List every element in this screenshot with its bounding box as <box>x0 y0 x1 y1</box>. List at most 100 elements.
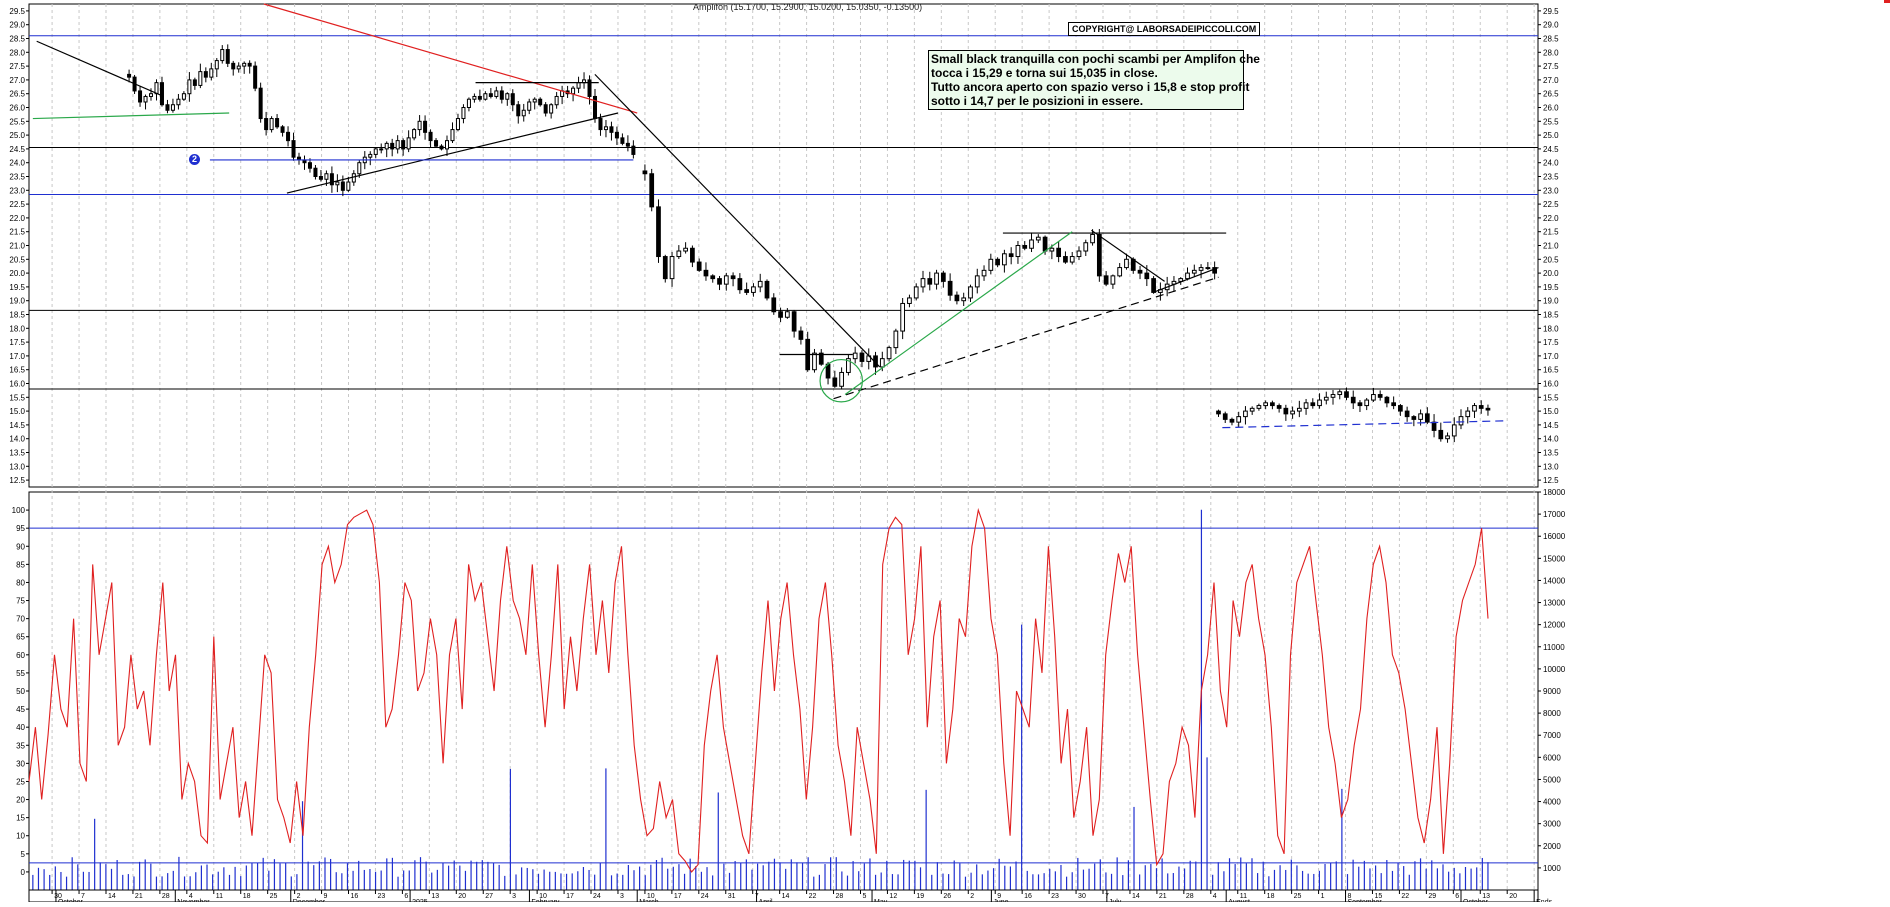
candle-body <box>340 181 345 191</box>
y-tick-label: 25.5 <box>1543 117 1559 126</box>
x-tick-label: 1 <box>1321 893 1325 900</box>
x-tick-label: 27 <box>485 893 493 900</box>
candle-body <box>165 104 170 111</box>
osc-tick-label: 75 <box>16 597 25 606</box>
candle-body <box>368 153 373 158</box>
y-tick-label: 19.5 <box>9 283 25 292</box>
candle-body <box>1069 256 1075 263</box>
x-tick-label: 18 <box>1267 893 1275 900</box>
x-tick-label: 16 <box>351 893 359 900</box>
osc-tick-label: 5 <box>21 850 26 859</box>
candle-body <box>846 358 851 373</box>
candle-body <box>417 120 422 131</box>
y-tick-label: 13.5 <box>9 449 25 458</box>
osc-tick-label: 0 <box>21 868 26 877</box>
candle-body <box>318 176 323 180</box>
candle-body <box>181 93 186 100</box>
x-tick-label: 8 <box>1348 893 1352 900</box>
candle-body <box>505 93 510 100</box>
candle-body <box>934 272 939 285</box>
x-tick-label: 5 <box>862 893 866 900</box>
y-tick-label: 23.0 <box>1543 186 1559 195</box>
candle-body <box>214 60 219 70</box>
candle-body <box>499 90 504 100</box>
candle-body <box>538 98 543 106</box>
candle-body <box>1377 394 1383 398</box>
x-tick-label: 13 <box>431 893 439 900</box>
candle-body <box>1465 410 1471 418</box>
x-tick-label: 21 <box>1159 893 1167 900</box>
y-tick-label: 14.0 <box>1543 435 1559 444</box>
candle-body <box>258 87 263 120</box>
candle-body <box>313 167 318 178</box>
candle-body <box>472 95 477 100</box>
candle-body <box>1236 416 1242 423</box>
osc-tick-label: 50 <box>16 687 25 696</box>
candle-body <box>1317 399 1322 407</box>
candle-body <box>1472 405 1477 412</box>
candle-body <box>940 272 946 282</box>
candle-body <box>744 289 750 293</box>
candle-body <box>784 311 790 318</box>
y-tick-label: 25.5 <box>9 117 25 126</box>
candle-body <box>1110 275 1116 285</box>
y-tick-label: 27.0 <box>9 76 25 85</box>
candle-body <box>127 73 132 78</box>
candle-body <box>1364 399 1370 407</box>
candle-body <box>1042 236 1048 252</box>
x-tick-label: 6 <box>1455 893 1459 900</box>
osc-tick-label: 85 <box>16 560 25 569</box>
candle-body <box>527 101 532 111</box>
y-tick-label: 21.0 <box>1543 242 1559 251</box>
candle-body <box>893 330 899 349</box>
candle-body <box>737 278 743 291</box>
candle-body <box>275 118 280 128</box>
candle-body <box>1137 269 1143 274</box>
y-tick-label: 20.5 <box>1543 255 1559 264</box>
candle-body <box>280 126 285 133</box>
candle-body <box>886 347 892 360</box>
y-tick-label: 15.5 <box>1543 393 1559 402</box>
trend-line <box>286 112 619 194</box>
x-tick-label: 19 <box>916 893 924 900</box>
candle-body <box>832 377 838 387</box>
candle-body <box>488 93 493 97</box>
x-tick-label: 11 <box>1240 893 1247 900</box>
y-tick-label: 23.5 <box>9 173 25 182</box>
candle-body <box>220 49 225 62</box>
candle-body <box>1270 402 1275 407</box>
copyright-label: COPYRIGHT@ LABORSADEIPICCOLI.COM <box>1068 22 1261 36</box>
candle-body <box>649 173 655 208</box>
osc-tick-label: 95 <box>16 524 25 533</box>
candle-body <box>730 275 736 280</box>
candle-body <box>852 352 858 360</box>
y-tick-label: 23.0 <box>9 186 25 195</box>
candle-body <box>676 250 682 258</box>
y-tick-label: 15.5 <box>9 393 25 402</box>
candle-body <box>723 275 729 285</box>
candle-body <box>149 93 154 97</box>
candle-body <box>1445 435 1450 440</box>
y-tick-label: 20.0 <box>1543 269 1559 278</box>
candle-body <box>1029 239 1034 249</box>
candle-body <box>961 297 967 302</box>
candle-body <box>1296 407 1302 412</box>
y-tick-label: 12.5 <box>1543 476 1559 485</box>
candle-body <box>1198 267 1204 271</box>
candle-body <box>995 258 1000 266</box>
trend-line <box>594 73 881 368</box>
candle-body <box>401 140 406 150</box>
candle-body <box>1249 407 1255 412</box>
candle-body <box>154 82 159 95</box>
candle-body <box>1263 402 1269 407</box>
candle-body <box>1083 242 1089 252</box>
candle-body <box>329 173 334 186</box>
candle-body <box>757 280 763 288</box>
candle-body <box>406 137 411 150</box>
candle-body <box>974 275 980 288</box>
x-tick-label: 24 <box>593 893 601 900</box>
osc-tick-label: 60 <box>16 651 25 660</box>
candle-body <box>631 145 636 155</box>
y-tick-label: 17.0 <box>9 352 25 361</box>
